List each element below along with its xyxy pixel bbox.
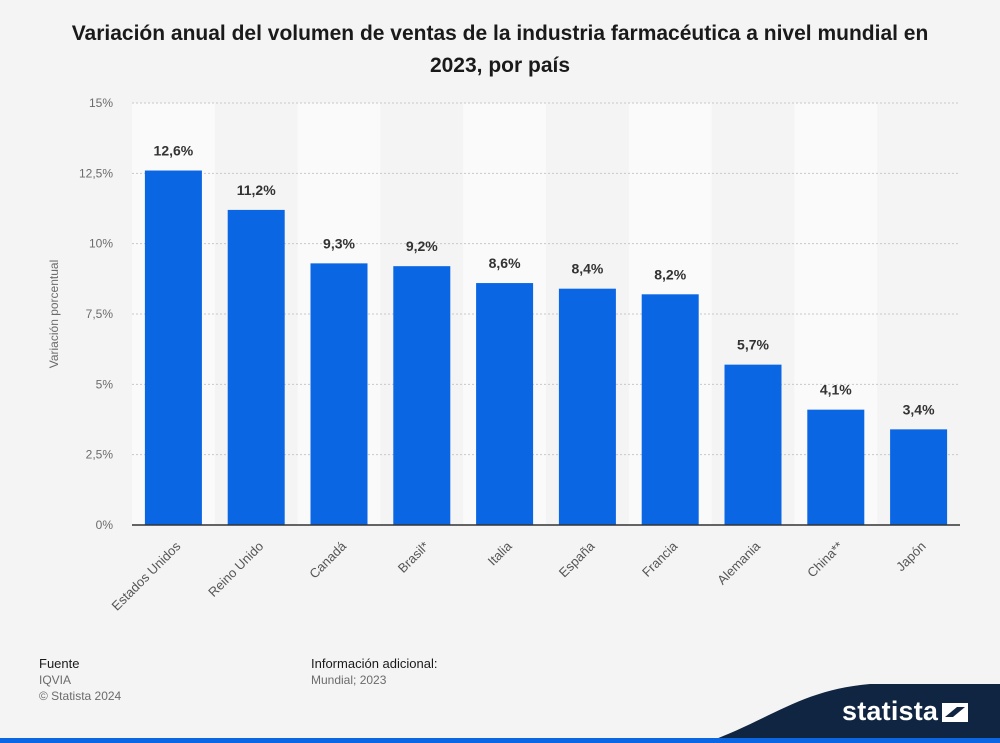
y-tick-label: 5% — [96, 377, 114, 391]
bar-value-label: 11,2% — [237, 182, 276, 198]
y-tick-label: 10% — [89, 237, 113, 251]
brand-accent-line — [0, 738, 1000, 743]
chart-title: Variación anual del volumen de ventas de… — [71, 22, 929, 77]
bar-value-label: 9,3% — [323, 235, 355, 251]
additional-info-value: Mundial; 2023 — [311, 673, 387, 687]
source-label: Fuente — [39, 656, 80, 671]
bar-value-label: 5,7% — [737, 337, 769, 353]
bar — [890, 429, 948, 525]
bar — [310, 263, 368, 525]
bar — [724, 364, 782, 525]
statista-logo-icon — [942, 703, 968, 722]
statista-logo-text[interactable]: statista — [842, 696, 939, 726]
bar — [227, 209, 285, 525]
y-tick-label: 15% — [89, 96, 113, 110]
bar — [476, 283, 534, 525]
y-tick-label: 7,5% — [86, 307, 114, 321]
bar-value-label: 12,6% — [154, 143, 194, 159]
bar — [807, 409, 865, 525]
brand-wave-shape — [705, 684, 1000, 743]
source-value[interactable]: IQVIA — [39, 673, 72, 687]
bar — [144, 170, 202, 525]
bar-value-label: 3,4% — [903, 401, 935, 417]
bar-value-label: 8,6% — [489, 255, 521, 271]
bar-value-label: 8,4% — [571, 261, 603, 277]
bar-value-label: 4,1% — [820, 382, 852, 398]
bar — [641, 294, 699, 525]
bar-value-label: 9,2% — [406, 238, 438, 254]
additional-info-label: Información adicional: — [311, 656, 438, 671]
y-axis-title: Variación porcentual — [47, 260, 61, 369]
y-tick-label: 2,5% — [86, 448, 114, 462]
bar — [558, 288, 616, 525]
copyright-text: © Statista 2024 — [39, 689, 122, 703]
y-tick-label: 12,5% — [79, 166, 113, 180]
y-tick-label: 0% — [96, 518, 114, 532]
bar — [393, 266, 451, 525]
bar-value-label: 8,2% — [654, 266, 686, 282]
